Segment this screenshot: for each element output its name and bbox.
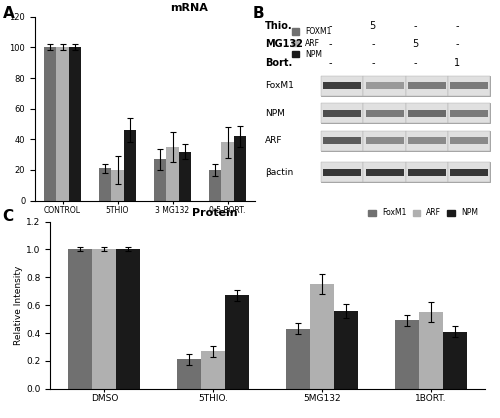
Bar: [56, 47, 68, 201]
Text: MG132: MG132: [264, 39, 302, 49]
Bar: [321, 162, 490, 182]
Bar: [154, 159, 166, 201]
Y-axis label: Relative Intensity: Relative Intensity: [14, 265, 23, 345]
Text: -: -: [329, 58, 332, 68]
Text: NPM: NPM: [264, 109, 284, 118]
Bar: [321, 103, 364, 123]
Text: C: C: [2, 209, 14, 224]
Bar: [406, 162, 448, 182]
Bar: [366, 82, 404, 89]
Bar: [406, 103, 448, 123]
Bar: [448, 76, 490, 96]
Text: FoxM1: FoxM1: [264, 81, 294, 90]
Title: Protein: Protein: [192, 208, 238, 218]
Bar: [442, 331, 466, 389]
Text: A: A: [2, 6, 14, 21]
Bar: [450, 82, 488, 89]
Bar: [323, 168, 362, 176]
Text: -: -: [414, 58, 417, 68]
Bar: [323, 138, 362, 144]
Text: βactin: βactin: [264, 168, 293, 177]
Bar: [321, 76, 364, 96]
Bar: [321, 103, 490, 123]
Text: -: -: [329, 21, 332, 31]
Bar: [366, 110, 404, 117]
Bar: [321, 162, 364, 182]
Bar: [323, 82, 362, 89]
Bar: [166, 147, 178, 201]
Bar: [321, 76, 490, 96]
Bar: [408, 168, 446, 176]
Bar: [448, 162, 490, 182]
Bar: [408, 138, 446, 144]
Legend: FOXM1, ARF, NPM: FOXM1, ARF, NPM: [288, 24, 335, 62]
Bar: [334, 311, 358, 389]
Bar: [124, 130, 136, 201]
Bar: [406, 131, 448, 151]
Bar: [321, 131, 490, 151]
Bar: [177, 359, 201, 389]
Bar: [418, 312, 442, 389]
Bar: [366, 138, 404, 144]
Bar: [201, 351, 225, 389]
Bar: [366, 168, 404, 176]
Text: -: -: [371, 39, 374, 49]
Bar: [44, 47, 56, 201]
Bar: [408, 82, 446, 89]
Title: mRNA: mRNA: [170, 3, 208, 13]
Bar: [364, 103, 406, 123]
Bar: [68, 250, 92, 389]
Bar: [310, 284, 334, 389]
Text: -: -: [329, 39, 332, 49]
Text: ARF: ARF: [264, 136, 282, 145]
Bar: [448, 103, 490, 123]
Legend: FoxM1, ARF, NPM: FoxM1, ARF, NPM: [365, 205, 481, 220]
Bar: [323, 110, 362, 117]
Bar: [394, 321, 418, 389]
Bar: [406, 76, 448, 96]
Bar: [210, 170, 222, 201]
Bar: [92, 250, 116, 389]
Bar: [112, 170, 124, 201]
Text: 5: 5: [370, 21, 376, 31]
Bar: [364, 131, 406, 151]
Bar: [450, 110, 488, 117]
Text: B: B: [252, 6, 264, 21]
Text: -: -: [456, 39, 459, 49]
Bar: [408, 110, 446, 117]
Bar: [116, 250, 140, 389]
Text: -: -: [456, 21, 459, 31]
Bar: [448, 131, 490, 151]
Text: 1: 1: [454, 58, 460, 68]
Bar: [234, 136, 245, 201]
Bar: [222, 143, 234, 201]
Bar: [178, 152, 190, 201]
Bar: [364, 76, 406, 96]
Bar: [225, 296, 249, 389]
Bar: [68, 47, 80, 201]
Bar: [321, 131, 364, 151]
Bar: [100, 168, 112, 201]
Bar: [450, 138, 488, 144]
Bar: [364, 162, 406, 182]
Bar: [286, 329, 310, 389]
Text: Bort.: Bort.: [264, 58, 292, 68]
Text: -: -: [371, 58, 374, 68]
Bar: [450, 168, 488, 176]
Text: Thio.: Thio.: [264, 21, 292, 31]
Text: 5: 5: [412, 39, 418, 49]
Text: -: -: [414, 21, 417, 31]
